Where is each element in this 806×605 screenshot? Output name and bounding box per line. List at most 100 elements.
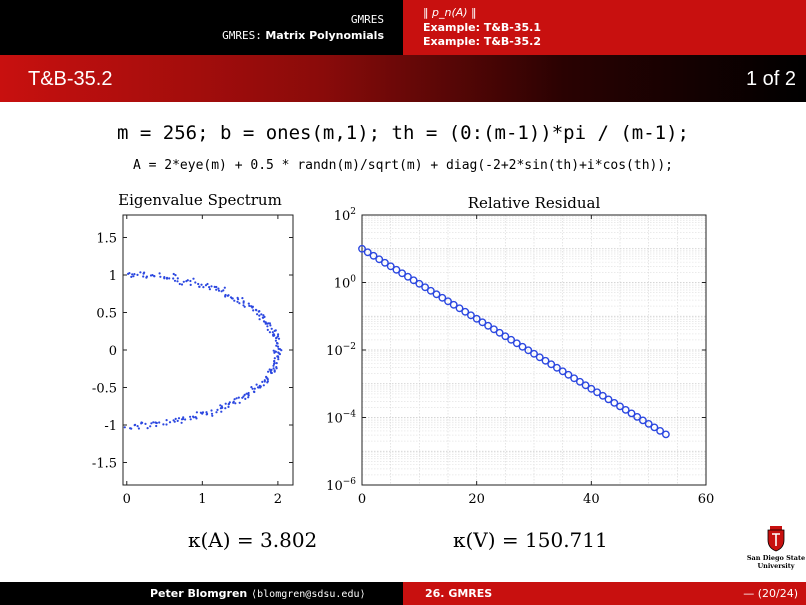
eigenvalue-point [224,295,227,298]
header-section-title[interactable]: GMRES: Matrix Polynomials [4,29,384,42]
eigenvalue-point [233,299,236,302]
residual-point [575,377,584,386]
eigenvalue-point [257,386,260,389]
eigenvalue-point [132,275,135,278]
eigenvalue-point [152,421,155,424]
eigenvalue-point [274,339,277,342]
eigenvalue-point [177,417,181,420]
eigenvalue-point [182,280,185,283]
eigenvalue-point [258,318,261,321]
nav-item-norm[interactable]: ‖ p_n(A) ‖ [423,6,477,19]
residual-point [598,391,607,400]
eigenvalue-point [150,422,153,425]
eigenvalue-point [189,279,192,283]
eigenvalue-point [272,364,275,367]
footer-red-panel [403,582,806,605]
eigenvalue-point [130,275,133,278]
residual-point [421,283,430,292]
frame-title: T&B-35.2 [28,68,113,90]
eigenvalue-point [174,274,177,277]
nav-item-example-35-2[interactable]: Example: T&B-35.2 [423,35,542,48]
residual-point [432,290,441,299]
eigenvalue-point [181,417,185,421]
sdsu-logo: San Diego State University [747,526,805,570]
eigenvalue-point [268,368,271,371]
eigenvalue-point [153,275,156,278]
eigenvalue-point [266,322,269,325]
eigenvalue-point [139,271,142,274]
eigenvalue-point [266,378,269,381]
residual-point [530,349,538,358]
residual-point [381,258,389,267]
res-x-tick-label: 40 [583,492,600,507]
res-y-tick-label: 102 [334,207,356,224]
eigenvalue-point [248,304,251,307]
eigenvalue-point [270,327,273,330]
residual-point [581,381,590,390]
header-section-sub[interactable]: GMRES [350,13,384,26]
eigenvalue-point [276,335,280,338]
eigenvalue-point [215,285,218,289]
residual-point [426,286,435,295]
residual-point [484,321,493,330]
eigenvalue-point [182,416,185,419]
residual-point [404,272,412,281]
residual-point [358,244,366,253]
code-line-2: A = 2*eye(m) + 0.5 * randn(m)/sqrt(m) + … [132,158,674,173]
eigenvalue-point [276,345,280,348]
eigenvalue-point [271,331,274,334]
eigenvalue-point [189,415,192,418]
eigenvalue-point [272,349,275,352]
eigenvalue-point [145,275,148,278]
eigenvalue-point [236,300,239,303]
eigenvalue-point [180,283,184,286]
eigenvalue-point [210,412,214,415]
nav-item-example-35-1[interactable]: Example: T&B-35.1 [423,21,542,34]
eigenvalue-point [253,387,256,390]
residual-point [472,314,481,323]
eigenvalue-point [275,362,278,365]
eigenvalue-point [158,421,161,424]
eigenvalue-point [257,310,260,313]
eigenvalue-point [252,309,255,312]
eigenvalue-point [198,285,201,288]
eigenvalue-point [270,371,273,375]
eigenvalue-point [155,424,158,428]
relative-residual-chart: Relative Residual 0 20 40 60 102 100 10−2 10−4 1… [326,194,714,507]
residual-point [415,279,424,288]
eigenvalue-point [263,320,266,323]
eigenvalue-point [136,273,139,276]
res-y-tick-label: 10−6 [326,477,356,494]
eigenvalue-point [168,421,172,424]
eigenvalue-point [151,274,154,277]
footer-section: 26. GMRES [425,587,493,600]
residual-point [363,248,372,257]
eigenvalue-point [162,423,165,426]
residual-point [392,265,401,274]
residual-point [369,251,378,260]
eigenvalue-point [237,396,240,399]
eigenvalue-point [201,411,205,414]
eigenvalue-point [273,369,276,372]
frame-page-indicator: 1 of 2 [745,68,796,90]
eigenvalue-point [165,423,168,426]
residual-point [633,412,642,421]
eigenvalue-point [210,409,213,412]
eigenvalue-point [277,347,280,350]
eigenvalue-point [211,414,214,417]
eigenvalue-point [247,393,250,396]
eigenvalue-point [233,398,236,401]
res-y-tick-label: 10−2 [326,342,356,359]
eigenvalue-point [216,408,219,411]
eigenvalue-point [192,277,195,280]
eigenvalue-point [165,276,169,279]
eigenvalue-point [224,402,227,405]
eigenvalue-point [264,322,267,325]
eigenvalue-point [210,285,213,288]
eigenvalue-point [255,383,258,386]
footer-page: — (20/24) [743,587,798,600]
eigenvalue-point [133,273,136,276]
eigenvalue-point [205,411,208,414]
residual-point [466,311,475,320]
eigenvalue-point [215,288,218,291]
